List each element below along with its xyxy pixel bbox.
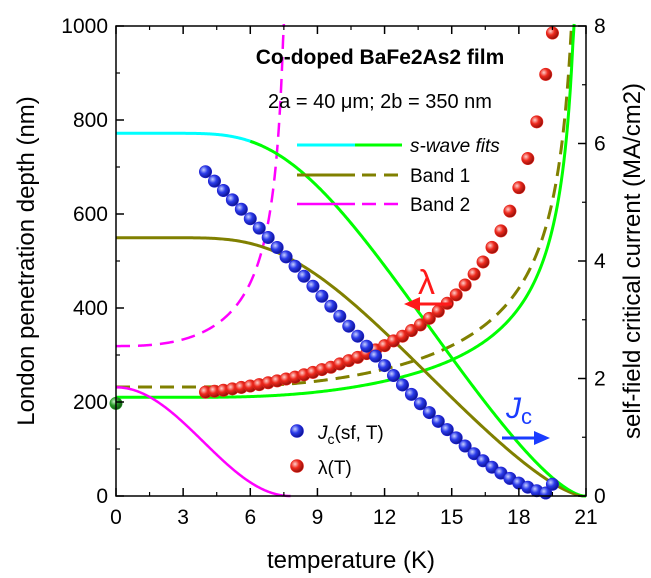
chart-title-text: Co-doped BaFe2As2 film xyxy=(256,46,505,69)
swave-lambda-fit xyxy=(116,23,576,399)
legend-band2-label: Band 2 xyxy=(410,195,470,216)
swave-jc-fit-low xyxy=(116,131,263,148)
y-axis-left-title: London penetration depth (nm) xyxy=(13,96,40,426)
lambda-point xyxy=(467,267,481,281)
jc-arrow-head xyxy=(534,431,550,445)
lambda-arrow-annotation: λ xyxy=(404,264,452,311)
jc-point xyxy=(395,378,409,392)
x-tick-label: 21 xyxy=(574,506,597,529)
y-left-tick-label: 800 xyxy=(73,109,108,132)
jc-point xyxy=(288,259,302,273)
jc-point xyxy=(440,423,454,437)
jc-point xyxy=(351,329,365,343)
y-left-tick-label: 1000 xyxy=(61,15,108,38)
jc-point xyxy=(270,240,284,254)
y-right-tick-label: 4 xyxy=(594,250,606,273)
legend-lambda-label: λ(T) xyxy=(318,458,352,479)
jc-point xyxy=(225,193,239,207)
jc-point xyxy=(199,165,213,179)
y-left-tick-label: 600 xyxy=(73,203,108,226)
y-right-tick-label: 0 xyxy=(594,485,606,508)
legend-lambda-marker xyxy=(290,459,304,473)
x-tick-label: 9 xyxy=(312,506,324,529)
jc-point xyxy=(306,279,320,293)
svg-text:Co-doped BaFe2As2 film: Co-doped BaFe2As2 film xyxy=(256,46,505,69)
x-axis-title: temperature (K) xyxy=(267,547,435,574)
jc-point xyxy=(252,221,266,235)
lambda-point xyxy=(458,278,472,292)
jc-point xyxy=(261,231,275,245)
lambda-arrow-label: λ xyxy=(418,264,435,302)
x-tick-label: 6 xyxy=(244,506,256,529)
jc-point xyxy=(458,439,472,453)
jc-point xyxy=(297,269,311,283)
jc-point xyxy=(413,397,427,411)
lambda-point xyxy=(449,288,463,302)
lambda-point xyxy=(413,318,427,332)
jc-point xyxy=(476,454,490,468)
jc-point xyxy=(545,477,559,491)
jc-point xyxy=(333,309,347,323)
legend-band1-label: Band 1 xyxy=(410,166,470,187)
y-axis-right-title: self-field critical current (MA/cm2) xyxy=(619,83,646,439)
jc-point xyxy=(279,250,293,264)
band1-jc-overlay xyxy=(250,242,586,497)
x-tick-label: 3 xyxy=(177,506,189,529)
jc-point xyxy=(324,299,338,313)
jc-point xyxy=(378,359,392,373)
jc-arrow-annotation: Jc xyxy=(502,392,550,445)
lambda-point xyxy=(521,152,535,166)
jc-point xyxy=(387,369,401,383)
chart-subtitle: 2a = 40 μm; 2b = 350 nm xyxy=(268,91,492,113)
band2-jc-fit xyxy=(115,386,291,498)
x-tick-label: 18 xyxy=(507,506,530,529)
jc-arrow-label: Jc xyxy=(505,392,532,429)
data-markers xyxy=(109,26,559,500)
lambda-point xyxy=(485,240,499,254)
jc-point xyxy=(360,339,374,353)
legend-jc-label: Jc(sf, T) xyxy=(317,423,384,447)
lambda-point xyxy=(503,204,517,218)
jc-point xyxy=(216,184,230,198)
lambda-point xyxy=(422,311,436,325)
jc-point xyxy=(449,431,463,445)
y-left-tick-label: 200 xyxy=(73,391,108,414)
y-right-tick-label: 2 xyxy=(594,368,606,391)
legend-upper: s-wave fits Band 1 Band 2 xyxy=(297,136,500,216)
y-left-tick-label: 0 xyxy=(96,485,108,508)
legend-jc-marker xyxy=(290,424,304,438)
x-tick-label: 12 xyxy=(373,506,396,529)
y-right-tick-label: 6 xyxy=(594,133,606,156)
lambda-arrow-head xyxy=(404,297,420,311)
jc-point xyxy=(243,212,257,226)
jc-point xyxy=(431,414,445,428)
legend-lower: Jc(sf, T) λ(T) xyxy=(290,423,384,479)
lambda-point xyxy=(539,67,553,81)
x-tick-label: 0 xyxy=(110,506,122,529)
jc-point xyxy=(207,174,221,188)
jc-point xyxy=(467,447,481,461)
chart-title: Co-doped BaFe2As2 film xyxy=(256,46,505,69)
jc-point xyxy=(342,319,356,333)
legend-swave-label: s-wave fits xyxy=(410,136,500,157)
band2-lambda-fit xyxy=(116,23,286,348)
x-tick-label: 15 xyxy=(440,506,463,529)
band1-lambda-fit xyxy=(116,23,575,389)
jc-point xyxy=(234,202,248,216)
y-right-tick-label: 8 xyxy=(594,15,606,38)
lambda-point xyxy=(512,181,526,195)
lambda-point xyxy=(530,115,544,129)
jc-point xyxy=(422,406,436,420)
jc-point xyxy=(404,387,418,401)
y-left-tick-label: 400 xyxy=(73,297,108,320)
lambda-point xyxy=(494,224,508,238)
jc-point xyxy=(369,349,383,363)
jc-point xyxy=(315,289,329,303)
lambda-point xyxy=(476,255,490,269)
